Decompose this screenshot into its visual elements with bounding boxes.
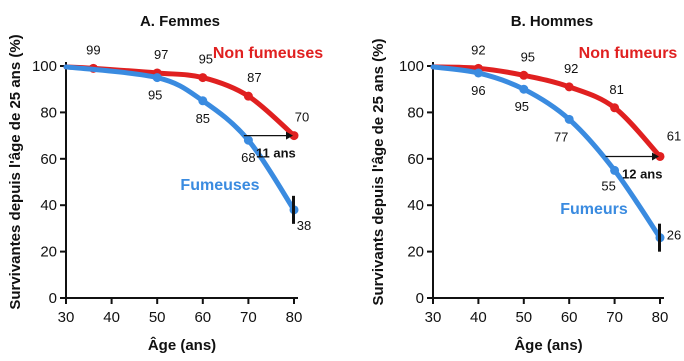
data-label: 38 [297, 218, 311, 233]
y-tick-label: 0 [49, 290, 57, 307]
gap-arrow-head [652, 152, 659, 161]
x-tick-label: 50 [149, 309, 166, 326]
data-label: 95 [515, 99, 529, 114]
data-label: 81 [609, 82, 623, 97]
data-label: 68 [241, 150, 255, 165]
data-point [243, 135, 253, 145]
data-label: 85 [196, 111, 210, 126]
series-smokers: 96 95 77 55 26 Fumeurs [430, 64, 681, 243]
data-point [564, 114, 574, 124]
x-tick-label: 30 [425, 309, 442, 326]
error-bar [658, 223, 661, 252]
data-label: 55 [601, 178, 615, 193]
data-point [152, 73, 162, 83]
y-axis-label: Survivants depuis l'âge de 25 ans (%) [370, 39, 387, 306]
y-tick-label: 100 [32, 58, 57, 75]
chart-panel-a: A. Femmes 0 20 40 60 80 100 30 40 50 60 70 80 Âge (an… [7, 13, 323, 354]
series-line [430, 64, 663, 159]
data-label: 96 [471, 83, 485, 98]
series-label: Fumeurs [560, 201, 628, 218]
gap-annotation: 12 ans [622, 166, 662, 181]
x-tick-label: 70 [240, 309, 257, 326]
chart-title: A. Femmes [140, 13, 220, 30]
gap-annotation: 11 ans [256, 146, 296, 161]
data-label: 70 [295, 110, 309, 125]
data-point [198, 96, 208, 106]
x-tick-label: 40 [470, 309, 487, 326]
gap-arrow-head [286, 131, 293, 140]
chart-panel-b: B. Hommes 0 20 40 60 80 100 30 40 50 60 70 80 Âge (an… [370, 13, 681, 354]
y-tick-label: 100 [399, 58, 424, 75]
y-tick-label: 20 [407, 244, 424, 261]
data-label: 97 [154, 47, 168, 62]
y-tick-label: 20 [40, 244, 57, 261]
x-tick-label: 30 [58, 309, 75, 326]
data-point [655, 151, 665, 161]
data-point [289, 131, 299, 141]
data-point [564, 82, 574, 92]
series-non-smokers: 99 97 95 87 70 Non fumeuses [63, 42, 323, 141]
series-smokers: 95 85 68 38 Fumeuses [63, 64, 311, 233]
error-bar [292, 195, 295, 224]
x-axis-label: Âge (ans) [514, 336, 582, 354]
data-label: 26 [667, 228, 681, 243]
x-tick-label: 80 [652, 309, 669, 326]
data-label: 92 [564, 61, 578, 76]
y-tick-label: 80 [40, 104, 57, 121]
data-label: 95 [521, 49, 535, 64]
x-tick-label: 40 [103, 309, 120, 326]
y-tick-label: 60 [40, 151, 57, 168]
data-label: 95 [148, 88, 162, 103]
x-tick-label: 60 [194, 309, 211, 326]
data-point [519, 70, 529, 80]
data-label: 92 [471, 42, 485, 57]
data-label: 61 [667, 128, 681, 143]
data-point [610, 103, 620, 113]
x-tick-label: 80 [286, 309, 303, 326]
data-point [519, 84, 529, 94]
data-label: 99 [86, 42, 100, 57]
series-non-smokers: 92 95 92 81 61 Non fumeurs [430, 42, 681, 161]
data-label: 95 [199, 52, 213, 67]
y-tick-label: 40 [40, 197, 57, 214]
chart-title: B. Hommes [511, 13, 594, 30]
data-label: 87 [247, 70, 261, 85]
x-tick-label: 60 [561, 309, 578, 326]
series-label: Non fumeuses [213, 45, 323, 62]
data-point [198, 73, 208, 83]
data-point [473, 68, 483, 78]
x-tick-label: 70 [606, 309, 623, 326]
y-tick-label: 0 [416, 290, 424, 307]
y-axis-label: Survivantes depuis l'âge de 25 ans (%) [7, 34, 24, 309]
series-label: Fumeuses [180, 177, 259, 194]
y-tick-label: 40 [407, 197, 424, 214]
x-axis-label: Âge (ans) [148, 336, 216, 354]
series-label: Non fumeurs [579, 45, 678, 62]
y-tick-label: 60 [407, 151, 424, 168]
data-point [243, 91, 253, 101]
data-label: 77 [554, 129, 568, 144]
data-point [610, 165, 620, 175]
x-tick-label: 50 [515, 309, 532, 326]
y-tick-label: 80 [407, 104, 424, 121]
